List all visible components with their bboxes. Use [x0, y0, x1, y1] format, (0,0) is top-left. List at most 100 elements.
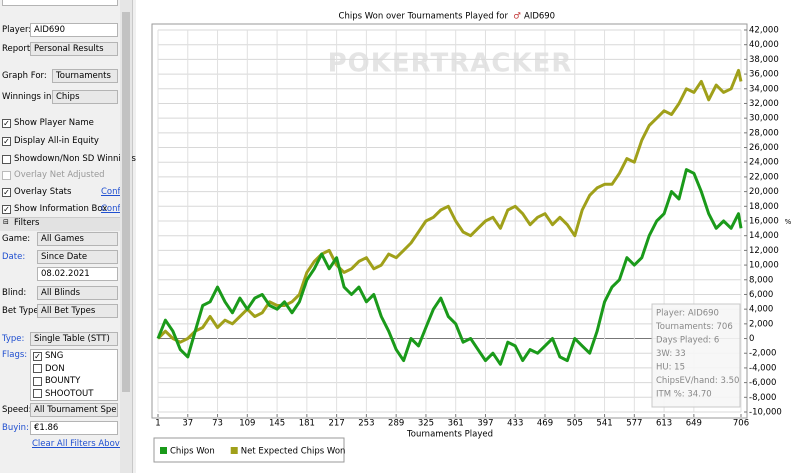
scrollbar[interactable] — [120, 0, 132, 473]
flag-checkbox[interactable]: BOUNTY — [33, 376, 80, 386]
y-tick-label: -10,000 — [749, 408, 782, 418]
y-tick-label: -8,000 — [749, 393, 776, 403]
y-tick-label: -4,000 — [749, 363, 776, 373]
x-tick-label: 541 — [596, 419, 612, 429]
checkbox[interactable]: ✓ — [2, 204, 11, 214]
y-tick-label: 28,000 — [749, 128, 779, 138]
checkbox[interactable]: ✓ — [2, 187, 11, 197]
option-label: Overlay Net Adjusted — [14, 170, 105, 180]
x-tick-label: 109 — [239, 419, 255, 429]
x-tick-label: 145 — [269, 419, 285, 429]
option-label: Display All-in Equity — [14, 136, 99, 146]
x-tick-label: 253 — [358, 419, 374, 429]
checkbox[interactable] — [33, 376, 42, 386]
field-label: Type: — [2, 334, 25, 344]
x-tick-label: 433 — [507, 419, 523, 429]
series-line — [156, 168, 743, 366]
field-label: Speed: — [2, 405, 32, 415]
checkbox[interactable] — [2, 170, 11, 180]
stats-line: ITM %: 34.70 — [656, 390, 712, 400]
field-value[interactable]: Single Table (STT) — [30, 332, 118, 346]
legend-box — [153, 437, 345, 463]
x-tick-label: 577 — [626, 419, 642, 429]
field-label: Winnings in: — [2, 92, 55, 102]
legend-swatch — [230, 447, 238, 454]
legend-label: Chips Won — [170, 447, 215, 457]
date-value[interactable]: 08.02.2021 — [37, 267, 118, 281]
x-axis-label: Tournaments Played — [406, 430, 493, 440]
flag-label: BOUNTY — [45, 376, 81, 386]
y-tick-label: 20,000 — [749, 187, 779, 197]
x-tick-label: 505 — [567, 419, 583, 429]
field-label: Player: — [2, 25, 32, 35]
checkbox[interactable]: ✓ — [2, 118, 11, 128]
x-tick-label: 289 — [388, 419, 404, 429]
field-value[interactable]: Personal Results — [30, 42, 118, 56]
y-tick-label: -2,000 — [749, 349, 776, 359]
y-tick-label: 32,000 — [749, 99, 779, 109]
flag-checkbox[interactable]: SHOOTOUT — [33, 389, 93, 399]
filters-header-bar — [0, 217, 120, 231]
y-tick-label: 8,000 — [749, 275, 773, 285]
clear-filters-link[interactable]: Clear All Filters Above — [32, 439, 126, 449]
y-tick-label: 12,000 — [749, 246, 779, 256]
y-tick-label: 36,000 — [749, 70, 779, 80]
option-checkbox[interactable]: ✓ Overlay Stats — [2, 187, 71, 197]
stats-line: Days Played: 6 — [656, 336, 719, 346]
option-label: Show Information Box — [14, 204, 108, 214]
y-tick-label: 10,000 — [749, 261, 779, 271]
x-tick-label: 649 — [686, 419, 702, 429]
watermark: POKERTRACKER — [328, 49, 573, 79]
option-checkbox[interactable]: ✓ Show Information Box — [2, 204, 107, 214]
x-tick-label: 181 — [299, 419, 315, 429]
field-value[interactable]: Chips — [52, 90, 118, 104]
config-link[interactable]: Confi — [101, 204, 123, 214]
option-checkbox[interactable]: Showdown/Non SD Winnings — [2, 154, 136, 164]
flag-checkbox[interactable]: DON — [33, 364, 65, 374]
field-value[interactable]: All Tournament Speeds — [30, 403, 118, 417]
field-value[interactable]: All Bet Types — [37, 304, 118, 318]
top-field — [2, 0, 118, 6]
field-value[interactable]: Since Date — [37, 250, 118, 264]
y-tick-label: 34,000 — [749, 84, 779, 94]
checkbox[interactable]: ✓ — [2, 136, 11, 146]
config-link[interactable]: Confi — [101, 187, 123, 197]
option-checkbox[interactable]: ✓ Display All-in Equity — [2, 136, 99, 146]
checkbox[interactable]: ✓ — [33, 351, 42, 361]
field-value[interactable]: Tournaments — [52, 69, 118, 83]
y-tick-label: 18,000 — [749, 202, 779, 212]
stats-line: HU: 15 — [656, 363, 685, 373]
option-label: Show Player Name — [14, 118, 94, 128]
stats-line: 3W: 33 — [656, 349, 686, 359]
y-tick-label: 30,000 — [749, 114, 779, 124]
y-tick-label: 42,000 — [749, 26, 779, 36]
field-value[interactable]: AID690 — [30, 23, 118, 37]
flag-label: SHOOTOUT — [45, 388, 94, 399]
x-tick-label: 37 — [182, 419, 193, 429]
field-value[interactable]: All Blinds — [37, 286, 118, 300]
field-value[interactable]: All Games — [37, 232, 118, 246]
flag-checkbox[interactable]: ✓ SNG — [33, 351, 63, 361]
field-value[interactable]: €1.86 — [30, 421, 118, 435]
series-line — [156, 68, 743, 344]
checkbox[interactable] — [33, 364, 42, 373]
chart: POKERTRACKER Chips Won over Tournaments P… — [136, 0, 800, 473]
x-tick-label: 217 — [329, 419, 345, 429]
y-tick-label: 16,000 — [749, 217, 779, 227]
checkbox[interactable] — [2, 154, 11, 164]
field-label: Report: — [2, 44, 34, 54]
field-label: Bet Type: — [2, 306, 42, 316]
stats-line: Player: AID690 — [656, 309, 719, 319]
scroll-thumb[interactable] — [122, 12, 130, 392]
y-tick-label: 24,000 — [749, 158, 779, 168]
field-label: Date: — [2, 252, 26, 262]
checkbox[interactable] — [33, 389, 42, 398]
option-label: Showdown/Non SD Winnings — [14, 154, 136, 164]
option-checkbox[interactable]: ✓ Show Player Name — [2, 118, 94, 128]
y-tick-label: -6,000 — [749, 378, 776, 388]
field-label: Game: — [2, 234, 31, 244]
flag-label: SNG — [45, 351, 64, 361]
collapse-icon: ⊟ — [3, 218, 9, 226]
y-tick-label: 14,000 — [749, 231, 779, 241]
x-tick-label: 613 — [656, 419, 672, 429]
